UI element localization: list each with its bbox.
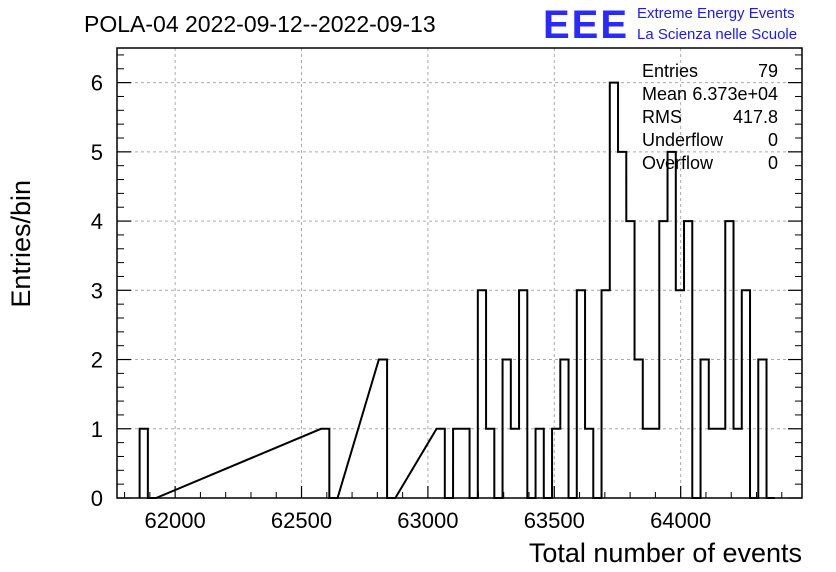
chart-title: POLA-04 2022-09-12--2022-09-13 <box>84 11 436 37</box>
stats-label-underflow: Underflow <box>642 130 724 150</box>
y-tick-label: 4 <box>91 209 103 234</box>
stats-value-overflow: 0 <box>768 153 778 173</box>
stats-label-entries: Entries <box>642 61 698 81</box>
x-tick-label: 62000 <box>145 508 206 533</box>
y-tick-label: 3 <box>91 278 103 303</box>
plot-frame <box>116 47 803 499</box>
x-axis-ticks: 62000 62500 63000 63500 64000 <box>124 486 783 533</box>
x-tick-label: 62500 <box>271 508 332 533</box>
y-tick-label: 1 <box>91 417 103 442</box>
x-axis-label: Total number of events <box>529 538 802 568</box>
stats-value-rms: 417.8 <box>733 107 778 127</box>
eee-logo-mark: EEE <box>543 3 629 47</box>
stats-value-mean: 6.373e+04 <box>692 84 778 104</box>
y-tick-label: 2 <box>91 348 103 373</box>
stats-label-mean: Mean <box>642 84 687 104</box>
eee-logo-line2: La Scienza nelle Scuole <box>637 26 797 43</box>
y-axis-ticks: 0 1 2 3 4 5 6 <box>91 54 802 511</box>
x-tick-label: 63500 <box>524 508 585 533</box>
stats-label-overflow: Overflow <box>642 153 714 173</box>
y-tick-label: 6 <box>91 71 103 96</box>
eee-logo: EEE Extreme Energy Events La Scienza nel… <box>543 3 797 47</box>
x-tick-label: 63000 <box>397 508 458 533</box>
stats-label-rms: RMS <box>642 107 682 127</box>
y-tick-label: 5 <box>91 140 103 165</box>
stats-box: Entries 79 Mean 6.373e+04 RMS 417.8 Unde… <box>642 61 778 173</box>
stats-value-entries: 79 <box>758 61 778 81</box>
eee-logo-line1: Extreme Energy Events <box>637 5 795 22</box>
y-axis-label: Entries/bin <box>6 180 36 308</box>
x-tick-label: 64000 <box>650 508 711 533</box>
y-tick-label: 0 <box>91 486 103 511</box>
stats-value-underflow: 0 <box>768 130 778 150</box>
